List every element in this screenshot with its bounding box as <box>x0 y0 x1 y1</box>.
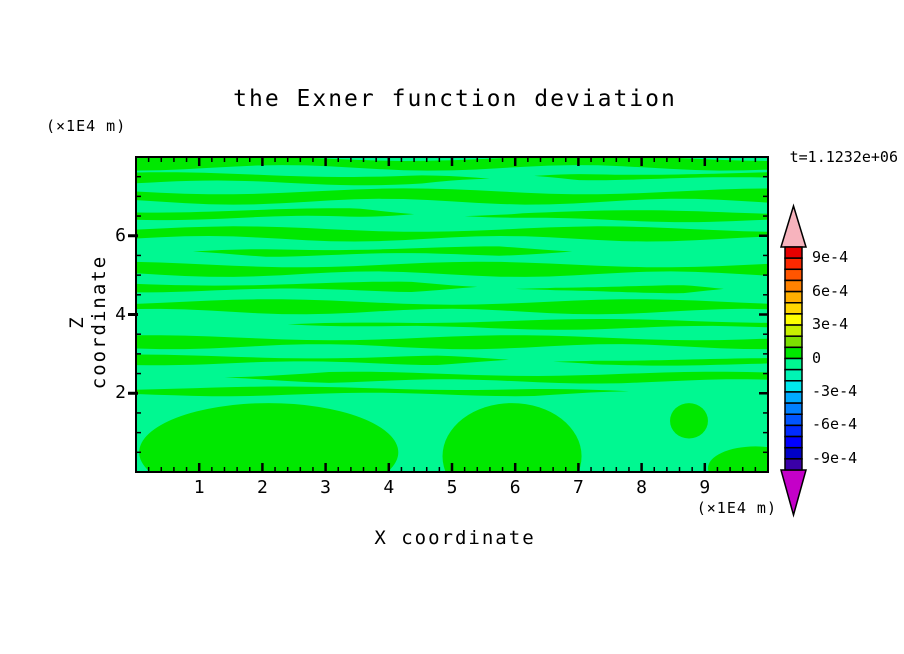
field-positive-lobe <box>442 403 582 472</box>
colorbar-cell <box>784 402 803 416</box>
field-positive-streak <box>136 386 629 397</box>
field-positive-streak <box>136 335 768 350</box>
field-positive-streak <box>136 354 509 366</box>
x-tick-label-8: 8 <box>636 477 648 498</box>
colorbar-label--3e-4: -3e-4 <box>812 381 858 400</box>
colorbar-cell <box>784 357 803 371</box>
colorbar-cell <box>784 458 803 471</box>
time-annotation: t=1.1232e+06 <box>789 148 898 166</box>
field-positive-streak <box>136 261 768 277</box>
colorbar-cell <box>784 391 803 404</box>
contour-plot-area <box>128 156 769 473</box>
colorbar-cell <box>784 313 803 326</box>
colorbar <box>779 203 808 518</box>
x-axis-title: X coordinate <box>374 527 536 549</box>
x-tick-label-9: 9 <box>699 477 711 498</box>
colorbar-label-6e-4: 6e-4 <box>812 281 849 300</box>
colorbar-under-arrow <box>780 469 807 518</box>
x-tick-label-4: 4 <box>383 477 395 498</box>
field-positive-lobe <box>707 446 768 472</box>
colorbar-cell <box>784 290 803 304</box>
plot-title: the Exner function deviation <box>233 86 677 112</box>
colorbar-label--6e-4: -6e-4 <box>812 415 858 434</box>
colorbar-cell <box>784 257 803 271</box>
x-tick-label-5: 5 <box>446 477 458 498</box>
colorbar-cell <box>784 279 803 293</box>
field-positive-streak <box>136 299 768 315</box>
y-tick-label-2: 2 <box>115 382 126 404</box>
x-tick-label-1: 1 <box>193 477 205 498</box>
colorbar-label-3e-4: 3e-4 <box>812 315 849 334</box>
colorbar-over-arrow <box>779 203 808 248</box>
field-positive-streak <box>136 281 478 293</box>
axis-ticks <box>128 157 768 472</box>
field-positive-streak <box>136 208 415 221</box>
field-positive-streak <box>515 285 724 294</box>
colorbar-cell <box>784 435 803 449</box>
colorbar-cell <box>784 446 803 460</box>
y-tick-label-4: 4 <box>115 303 126 325</box>
colorbar-cell <box>784 380 803 393</box>
colorbar-cell <box>784 346 803 360</box>
x-tick-label-6: 6 <box>509 477 521 498</box>
y-tick-label-6: 6 <box>115 224 126 246</box>
field-positive-streak <box>464 210 768 223</box>
field-positive-streak <box>192 246 573 257</box>
colorbar-label-9e-4: 9e-4 <box>812 248 849 267</box>
field-positive-streak <box>136 172 490 186</box>
colorbar-cell <box>784 368 803 382</box>
x-tick-label-7: 7 <box>572 477 584 498</box>
field-positive-streak <box>553 358 768 366</box>
colorbar-cell <box>784 413 803 427</box>
colorbar-cell <box>784 268 803 282</box>
colorbar-cell <box>784 335 803 349</box>
field-positive-streak <box>136 188 768 205</box>
field-positive-streak <box>136 226 768 242</box>
field-positive-lobe <box>670 403 708 439</box>
field-positive-lobe <box>139 403 399 472</box>
y-axis-unit-label: (×1E4 m) <box>46 117 127 135</box>
x-axis-unit-label: (×1E4 m) <box>696 499 777 517</box>
colorbar-cell <box>784 424 803 438</box>
x-tick-label-2: 2 <box>256 477 268 498</box>
colorbar-label-0: 0 <box>812 348 822 367</box>
x-tick-label-3: 3 <box>320 477 332 498</box>
field-positive-streak <box>224 371 768 384</box>
colorbar-cell <box>784 302 803 315</box>
field-layer <box>136 157 768 472</box>
colorbar-label--9e-4: -9e-4 <box>812 448 858 467</box>
field-positive-streak <box>287 319 768 330</box>
colorbar-cell <box>784 246 803 259</box>
colorbar-cell <box>784 324 803 337</box>
field-positive-streak <box>534 172 768 181</box>
